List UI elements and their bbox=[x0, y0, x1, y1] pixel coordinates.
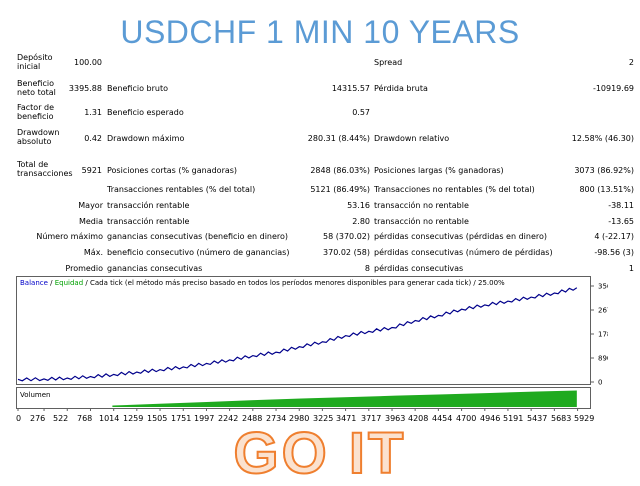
x-tick-label: 522 bbox=[53, 414, 69, 423]
x-tick-label: 2488 bbox=[242, 414, 263, 423]
x-tick-label: 4208 bbox=[408, 414, 429, 423]
row-right-value: -38.11 bbox=[608, 201, 634, 210]
row-prefix: Número máximo bbox=[36, 232, 103, 241]
x-tick-label: 1997 bbox=[194, 414, 215, 423]
x-tick-label: 5929 bbox=[574, 414, 595, 423]
perdida-bruta-label: Pérdida bruta bbox=[374, 84, 428, 93]
x-tick-label: 1014 bbox=[99, 414, 120, 423]
row-left-value: 58 (370.02) bbox=[323, 232, 370, 241]
factor-value: 1.31 bbox=[84, 108, 102, 117]
x-axis-labels: 0 276 522 768 1014 1259 1505 1751 1997 2… bbox=[16, 414, 616, 424]
drawdown-rel-label: Drawdown relativo bbox=[374, 134, 450, 143]
drawdown-abs-label: Drawdown absoluto bbox=[17, 128, 60, 146]
row-right-label: pérdidas consecutivas bbox=[374, 264, 464, 273]
posiciones-largas-label: Posiciones largas (% ganadoras) bbox=[374, 166, 504, 175]
row-right-label: transacción no rentable bbox=[374, 201, 469, 210]
volume-label: Volumen bbox=[20, 391, 50, 399]
row-right-value: -98.56 (3) bbox=[594, 248, 634, 257]
x-tick-label: 2242 bbox=[218, 414, 239, 423]
beneficio-neto-label: Beneficio neto total bbox=[17, 79, 56, 97]
row-left-label: transacción rentable bbox=[107, 201, 190, 210]
x-tick-label: 276 bbox=[30, 414, 46, 423]
drawdown-max-value: 280.31 (8.44%) bbox=[307, 134, 370, 143]
x-tick-label: 4946 bbox=[480, 414, 501, 423]
deposito-value: 100.00 bbox=[74, 58, 102, 67]
balance-chart: Balance / Equidad / Cada tick (el método… bbox=[16, 276, 608, 411]
row-right-label: pérdidas consecutivas (número de pérdida… bbox=[374, 248, 553, 257]
row-left-label: ganancias consecutivas bbox=[107, 264, 203, 273]
beneficio-bruto-label: Beneficio bruto bbox=[107, 84, 168, 93]
spread-value: 2 bbox=[628, 58, 634, 67]
transacciones-no-rentables-value: 800 (13.51%) bbox=[579, 185, 634, 194]
row-prefix: Mayor bbox=[78, 201, 103, 210]
legend-balance: Balance bbox=[20, 279, 48, 287]
x-tick-label: 4700 bbox=[456, 414, 477, 423]
x-tick-label: 5191 bbox=[503, 414, 524, 423]
row-prefix: Máx. bbox=[83, 248, 103, 257]
x-tick-label: 3471 bbox=[336, 414, 357, 423]
x-tick-label: 768 bbox=[77, 414, 93, 423]
x-tick-label: 1751 bbox=[171, 414, 192, 423]
x-tick-label: 3963 bbox=[385, 414, 406, 423]
beneficio-esperado-label: Beneficio esperado bbox=[107, 108, 184, 117]
deposito-label: Depósito inicial bbox=[17, 53, 53, 71]
row-left-value: 53.16 bbox=[347, 201, 370, 210]
row-left-label: transacción rentable bbox=[107, 217, 190, 226]
row-prefix: Promedio bbox=[65, 264, 103, 273]
factor-label: Factor de beneficio bbox=[17, 103, 55, 121]
y-tick-label: 0 bbox=[598, 379, 602, 387]
title-banner: USDCHF 1 MIN 10 YEARS bbox=[120, 14, 520, 50]
posiciones-cortas-value: 2848 (86.03%) bbox=[310, 166, 370, 175]
x-tick-label: 3225 bbox=[313, 414, 334, 423]
volume-area bbox=[112, 390, 577, 407]
x-tick-label: 1259 bbox=[123, 414, 144, 423]
row-right-label: transacción no rentable bbox=[374, 217, 469, 226]
row-right-value: 4 (-22.17) bbox=[594, 232, 634, 241]
row-left-label: beneficio consecutivo (número de gananci… bbox=[107, 248, 290, 257]
row-left-label: ganancias consecutivas (beneficio en din… bbox=[107, 232, 289, 241]
y-tick-label: 890 bbox=[598, 355, 608, 363]
x-tick-label: 4454 bbox=[432, 414, 453, 423]
x-tick-label: 3717 bbox=[361, 414, 382, 423]
x-tick-label: 0 bbox=[16, 414, 22, 423]
beneficio-bruto-value: 14315.57 bbox=[331, 84, 370, 93]
row-left-value: 2.80 bbox=[352, 217, 370, 226]
drawdown-abs-value: 0.42 bbox=[84, 134, 102, 143]
beneficio-neto-value: 3395.88 bbox=[68, 84, 102, 93]
y-tick-label: 2670 bbox=[598, 307, 608, 315]
row-left-value: 8 bbox=[364, 264, 370, 273]
chart-legend: Balance / Equidad / Cada tick (el método… bbox=[20, 279, 505, 287]
total-transacciones-value: 5921 bbox=[81, 166, 102, 175]
row-right-value: 1 bbox=[628, 264, 634, 273]
x-tick-label: 2980 bbox=[289, 414, 310, 423]
row-left-value: 370.02 (58) bbox=[323, 248, 370, 257]
spread-label: Spread bbox=[374, 58, 403, 67]
legend-equidad: Equidad bbox=[55, 279, 83, 287]
row-prefix: Media bbox=[78, 217, 103, 226]
perdida-bruta-value: -10919.69 bbox=[592, 84, 634, 93]
transacciones-no-rentables-label: Transacciones no rentables (% del total) bbox=[374, 185, 535, 194]
footer-banner: GO IT bbox=[233, 421, 407, 486]
x-tick-label: 5437 bbox=[527, 414, 548, 423]
x-tick-label: 2734 bbox=[266, 414, 287, 423]
drawdown-rel-value: 12.58% (46.30) bbox=[571, 134, 634, 143]
main-plot-frame bbox=[16, 276, 591, 385]
y-tick-label: 3560 bbox=[598, 283, 608, 291]
drawdown-max-label: Drawdown máximo bbox=[107, 134, 185, 143]
transacciones-rentables-label: Transacciones rentables (% del total) bbox=[107, 185, 256, 194]
posiciones-cortas-label: Posiciones cortas (% ganadoras) bbox=[107, 166, 238, 175]
total-transacciones-label: Total de transacciones bbox=[17, 160, 73, 178]
beneficio-esperado-value: 0.57 bbox=[352, 108, 370, 117]
x-tick-label: 5683 bbox=[551, 414, 572, 423]
row-right-label: pérdidas consecutivas (pérdidas en diner… bbox=[374, 232, 547, 241]
balance-line bbox=[17, 287, 578, 382]
posiciones-largas-value: 3073 (86.92%) bbox=[574, 166, 634, 175]
x-tick-label: 1505 bbox=[147, 414, 168, 423]
y-tick-label: 1780 bbox=[598, 331, 608, 339]
transacciones-rentables-value: 5121 (86.49%) bbox=[310, 185, 370, 194]
row-right-value: -13.65 bbox=[608, 217, 634, 226]
